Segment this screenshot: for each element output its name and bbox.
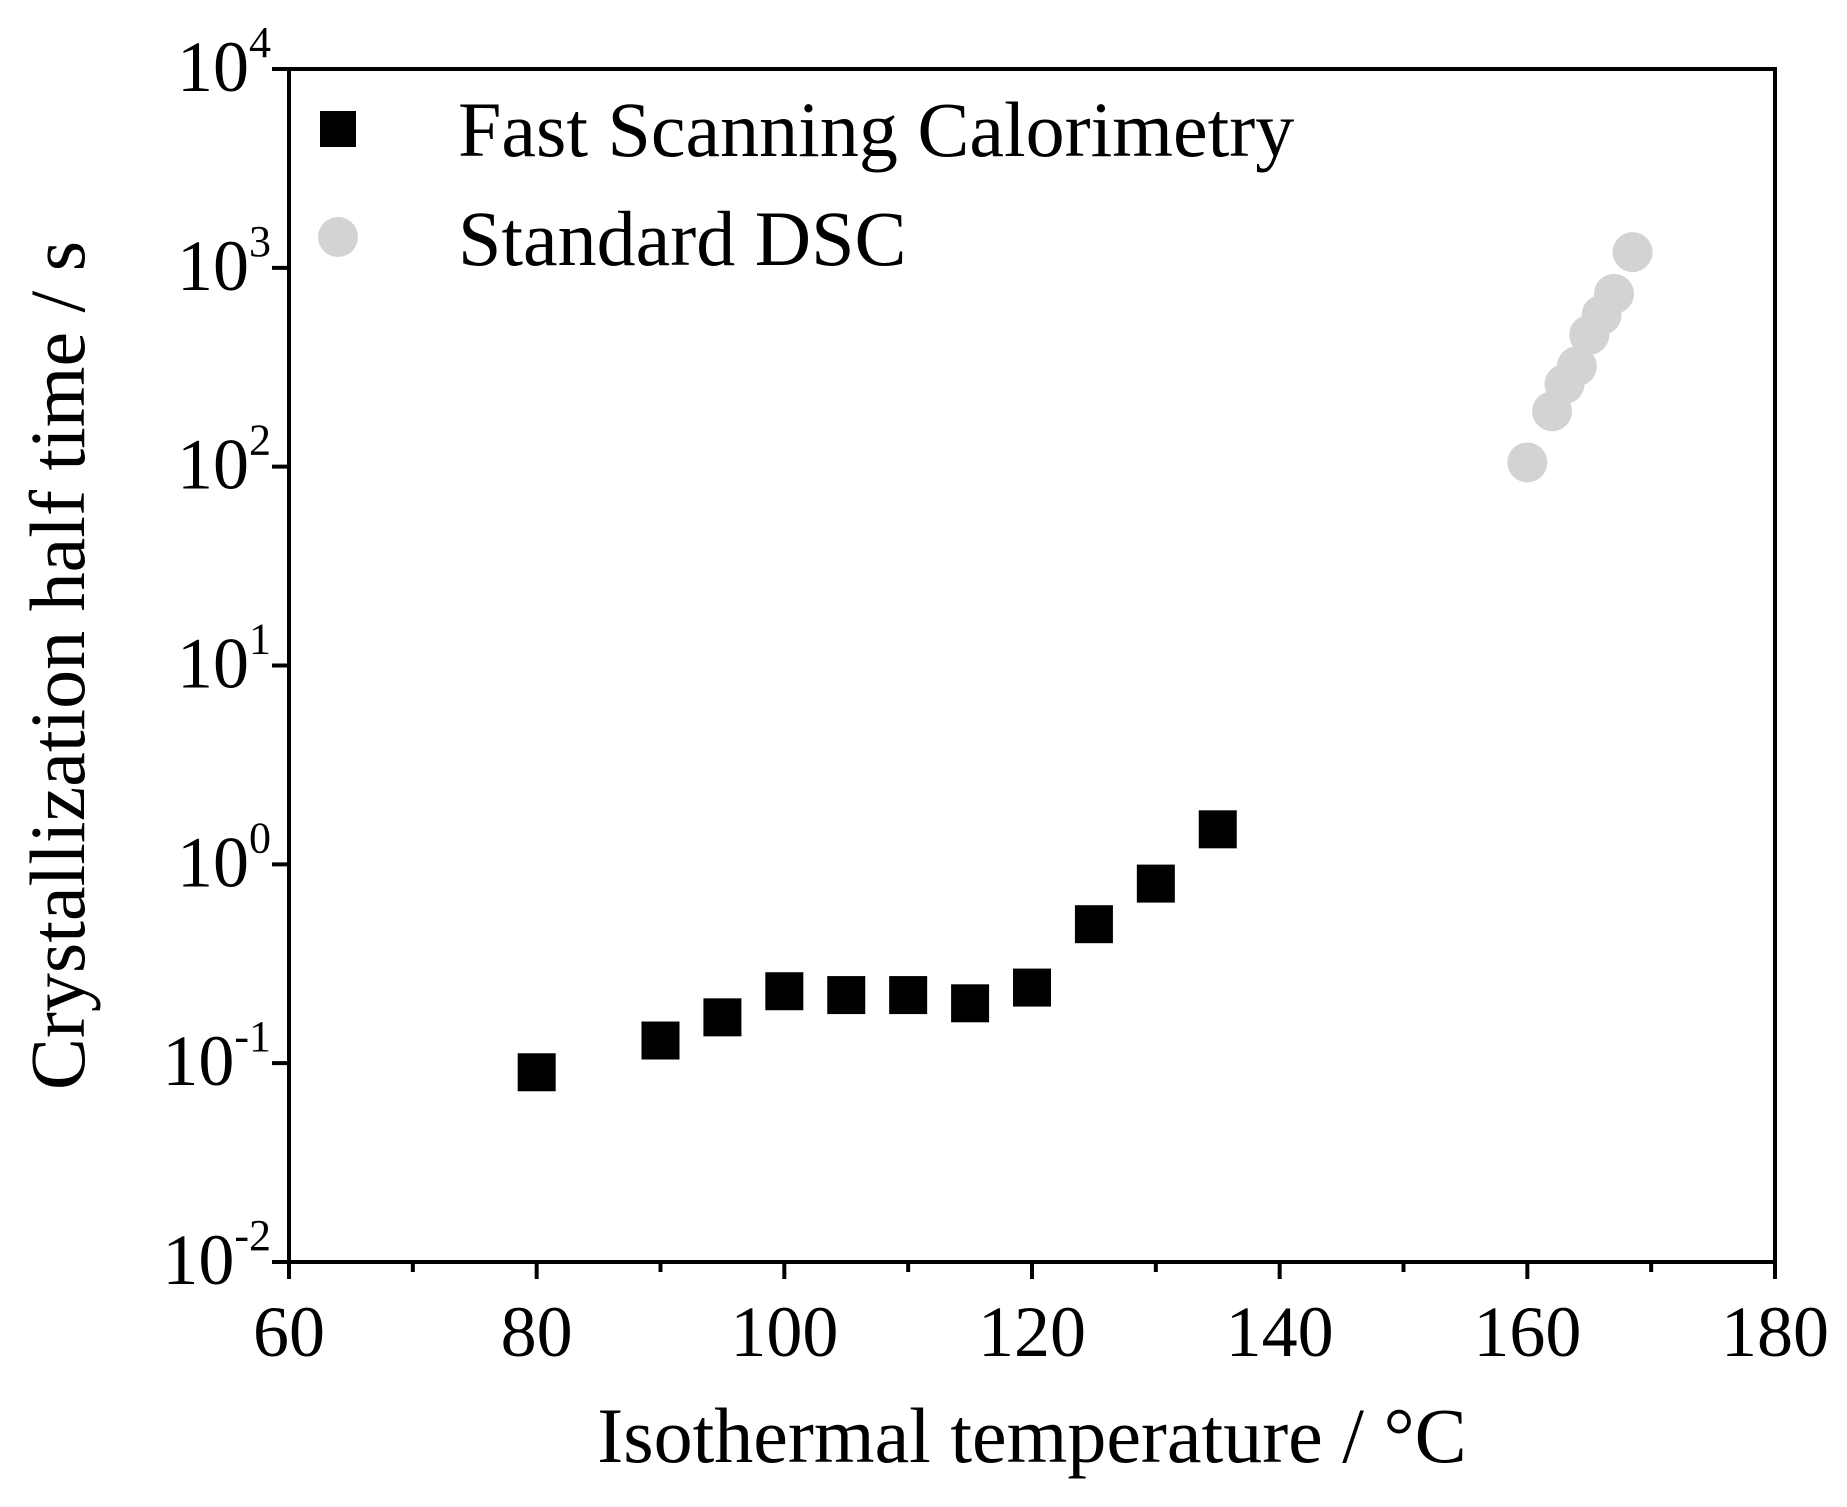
- data-point-square: [517, 1053, 556, 1092]
- data-point-circle: [1507, 442, 1548, 483]
- y-tick-label: 100: [177, 813, 271, 902]
- y-axis-label: Crystallization half time / s: [14, 241, 101, 1090]
- y-tick-label: 10-1: [162, 1012, 271, 1101]
- series-standard-dsc: [1507, 232, 1653, 483]
- data-point-square: [1074, 905, 1113, 944]
- data-point-square: [1136, 864, 1175, 903]
- x-tick-label: 180: [1721, 1292, 1829, 1372]
- legend-marker-standard-dsc: [318, 217, 358, 257]
- x-tick-label: 60: [253, 1292, 325, 1372]
- data-point-circle: [1612, 232, 1653, 273]
- y-axis: 10-2 10-1 100 101 102 103 104: [162, 18, 289, 1300]
- x-tick-label: 140: [1226, 1292, 1334, 1372]
- x-axis-label: Isothermal temperature / °C: [597, 1392, 1466, 1479]
- y-tick-label: 103: [177, 217, 271, 306]
- x-tick-label: 80: [501, 1292, 573, 1372]
- data-point-square: [827, 976, 866, 1015]
- x-tick-label: 160: [1473, 1292, 1581, 1372]
- y-tick-label: 10-2: [162, 1211, 271, 1300]
- data-point-circle: [1556, 346, 1597, 387]
- legend-marker-fast-scanning-calorimetry: [320, 111, 356, 147]
- y-tick-label: 102: [177, 416, 271, 505]
- legend-label-fast-scanning-calorimetry: Fast Scanning Calorimetry: [458, 86, 1294, 173]
- data-point-square: [889, 976, 928, 1015]
- x-axis: 60 80 100 120 140 160 180: [253, 1262, 1829, 1372]
- data-point-square: [1198, 810, 1237, 849]
- x-tick-label: 100: [730, 1292, 838, 1372]
- data-series: [517, 232, 1653, 1092]
- data-point-circle: [1594, 273, 1635, 314]
- y-tick-label: 104: [177, 18, 271, 107]
- x-tick-label: 120: [978, 1292, 1086, 1372]
- data-point-square: [951, 984, 990, 1023]
- y-tick-label: 101: [177, 615, 271, 704]
- legend-label-standard-dsc: Standard DSC: [458, 195, 907, 282]
- data-point-square: [703, 998, 742, 1037]
- data-point-square: [641, 1021, 680, 1060]
- series-fast-scanning-calorimetry: [517, 810, 1237, 1092]
- data-point-square: [1013, 968, 1051, 1007]
- data-point-square: [765, 972, 804, 1011]
- legend: Fast Scanning Calorimetry Standard DSC: [318, 86, 1294, 282]
